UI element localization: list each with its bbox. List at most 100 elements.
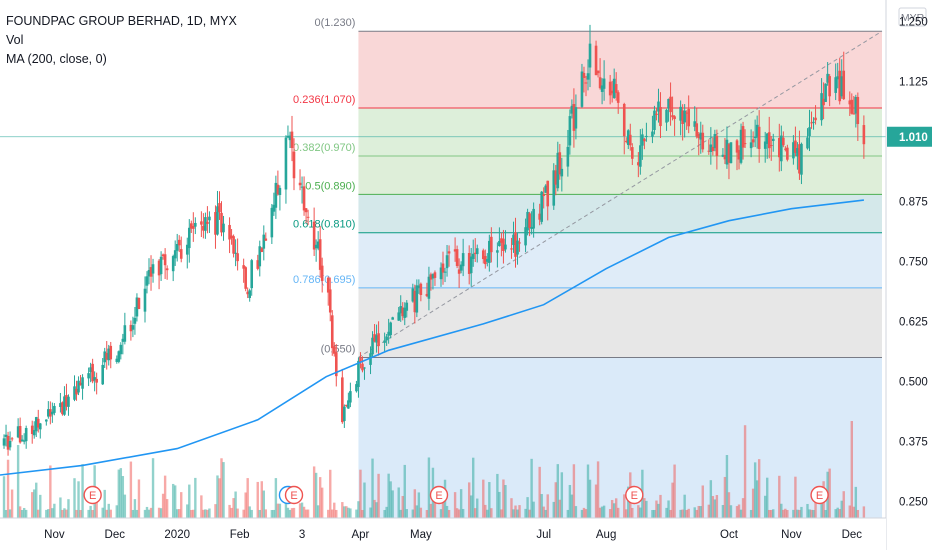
- volume-bar: [588, 479, 592, 518]
- candle-body: [433, 272, 437, 278]
- volume-bar: [474, 508, 477, 518]
- volume-bar: [812, 509, 815, 518]
- volume-bar: [244, 492, 247, 518]
- candle-body: [345, 404, 348, 406]
- volume-bar: [232, 498, 235, 518]
- candle-body: [123, 325, 127, 342]
- candle-body: [856, 96, 860, 125]
- volume-bar: [679, 509, 682, 518]
- candle-body: [401, 307, 405, 317]
- candle-body: [641, 134, 644, 146]
- volume-bar: [552, 501, 555, 518]
- volume-bar: [276, 503, 280, 518]
- candle-body: [602, 78, 606, 89]
- volume-bar: [433, 501, 437, 518]
- candle-body: [284, 137, 288, 190]
- candle-body: [566, 146, 570, 167]
- volume-bar: [214, 504, 217, 518]
- volume-bar: [643, 498, 646, 518]
- candle-body: [109, 345, 113, 360]
- candle-body: [840, 76, 844, 97]
- candle-body: [469, 256, 473, 274]
- volume-bar: [286, 507, 290, 518]
- volume-bar: [131, 509, 135, 518]
- candle-body: [584, 82, 588, 84]
- volume-bar: [568, 484, 572, 518]
- candle-body: [459, 264, 463, 271]
- candle-body: [544, 185, 548, 193]
- candle-body: [371, 337, 374, 355]
- volume-bar: [147, 509, 151, 518]
- candle-body: [600, 85, 604, 92]
- candle-body: [411, 288, 415, 302]
- candle-body: [655, 113, 658, 115]
- volume-bar: [4, 510, 8, 518]
- fibonacci-retracement[interactable]: 0(1.230) 0.236(1.070) 0.382(0.970) 0.5(0.89…: [0, 17, 886, 518]
- candle-body: [484, 256, 487, 265]
- candle-body: [528, 213, 531, 228]
- candle-body: [836, 76, 839, 80]
- volume-bar: [135, 509, 139, 518]
- candle-body: [278, 187, 282, 195]
- volume-bar: [24, 509, 28, 518]
- candle-body: [343, 406, 346, 421]
- candle-body: [101, 364, 104, 385]
- fib-zone-0: [358, 31, 882, 108]
- volume-bar: [461, 508, 465, 518]
- volume-bar: [361, 509, 364, 518]
- volume-bar: [250, 509, 253, 518]
- volume-bar: [101, 507, 104, 518]
- candle-body: [542, 194, 545, 196]
- ma-legend[interactable]: MA (200, close, 0): [6, 52, 107, 66]
- volume-bar: [415, 505, 419, 518]
- candle-body: [228, 224, 231, 240]
- volume-bar: [103, 489, 106, 518]
- volume-bar: [558, 499, 562, 518]
- volume-bar: [727, 492, 731, 518]
- candle-body: [554, 170, 558, 185]
- candle-body: [63, 396, 66, 415]
- candle-body: [586, 73, 590, 80]
- volume-bar: [31, 492, 34, 518]
- volume-bar: [645, 500, 648, 518]
- candle-body: [397, 312, 401, 321]
- volume-bar: [75, 509, 78, 518]
- candle-body: [500, 238, 503, 243]
- symbol-title[interactable]: FOUNDPAC GROUP BERHAD, 1D, MYX: [6, 14, 237, 28]
- candle-body: [137, 297, 141, 309]
- volume-bar: [528, 509, 531, 518]
- volume-bar: [413, 489, 417, 518]
- price-tick-6: 0.500: [899, 376, 928, 388]
- volume-bar: [242, 509, 245, 518]
- candle-body: [524, 227, 527, 246]
- candle-body: [375, 335, 378, 343]
- candle-body: [850, 99, 854, 114]
- volume-bar: [625, 509, 628, 518]
- candle-body: [258, 246, 262, 267]
- candle-body: [369, 353, 372, 365]
- candle-body: [115, 358, 119, 362]
- candle-body: [413, 290, 417, 313]
- volume-bar: [570, 494, 574, 518]
- volume-bar: [486, 509, 489, 518]
- candle-body: [387, 331, 390, 336]
- candle-body: [230, 235, 233, 239]
- candle-body: [693, 121, 697, 127]
- volume-bar: [707, 504, 711, 518]
- candle-body: [439, 267, 443, 280]
- candle-body: [6, 435, 10, 450]
- volume-bar: [518, 505, 521, 518]
- time-tick-9: Oct: [720, 529, 739, 541]
- candle-body: [357, 360, 360, 388]
- candle-body: [699, 132, 703, 140]
- candle-body: [727, 144, 731, 163]
- volume-bar: [20, 509, 24, 518]
- volume-legend[interactable]: Vol: [6, 33, 24, 47]
- volume-bar: [472, 457, 475, 518]
- candle-body: [558, 152, 562, 175]
- candle-body: [246, 291, 249, 295]
- candle-body: [179, 249, 183, 259]
- earnings-marker-label-2: E: [290, 490, 297, 502]
